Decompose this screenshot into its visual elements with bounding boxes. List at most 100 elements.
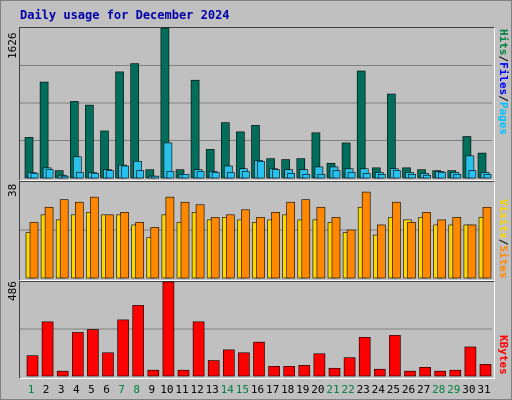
day-label: 6 — [103, 383, 110, 396]
pages-bar — [332, 170, 341, 179]
day-label: 27 — [416, 383, 431, 396]
hits-bar — [190, 79, 200, 179]
day-label: 13 — [205, 383, 219, 396]
kbytes-bar — [449, 369, 462, 377]
kbytes-bar — [328, 367, 341, 377]
kbytes-bar — [147, 369, 160, 377]
pages-bar — [257, 161, 265, 179]
day-label: 9 — [148, 383, 156, 396]
kbytes-bar — [102, 352, 114, 377]
sites-bar — [59, 199, 69, 279]
pages-bar — [377, 174, 386, 179]
pages-bar — [453, 174, 462, 179]
sites-bar — [437, 219, 447, 279]
pages-bar — [136, 170, 144, 179]
pages-bar — [121, 165, 129, 179]
kbytes-bar — [132, 305, 144, 377]
sites-bar — [150, 227, 160, 279]
kbytes-bar — [404, 370, 416, 377]
pages-bar — [91, 173, 99, 179]
sites-bar — [120, 212, 129, 279]
sites-bar — [392, 201, 401, 279]
pages-bar — [362, 173, 371, 179]
day-label: 20 — [311, 383, 325, 396]
sites-bar — [210, 217, 220, 279]
day-label: 11 — [175, 383, 189, 396]
pages-bar — [166, 171, 175, 179]
sites-bar — [256, 217, 265, 279]
sites-bar — [195, 204, 205, 279]
pages-bar — [287, 173, 296, 179]
kbytes-bar — [56, 370, 69, 377]
pages-bar — [393, 170, 401, 179]
day-label: 16 — [250, 383, 265, 396]
day-label: 23 — [356, 383, 370, 396]
day-label: 21 — [326, 383, 340, 396]
day-label: 31 — [477, 383, 491, 396]
pages-bar — [211, 172, 220, 179]
hits-bar — [387, 93, 396, 179]
sites-bar — [105, 214, 114, 279]
sites-bar — [271, 212, 280, 279]
x-axis-day-labels: 1 2 3 4 5 6 7 8 9 10 11 12 13 14 15 16 17 18 19 20 21 22 23 24 2… — [1, 383, 511, 397]
pages-bar — [181, 174, 190, 179]
day-label: 25 — [386, 383, 401, 396]
sites-bar — [452, 217, 462, 279]
day-label: 10 — [160, 383, 174, 396]
pages-bar — [151, 175, 160, 179]
day-label: 5 — [88, 383, 95, 396]
pages-bar — [30, 173, 39, 179]
sites-bar — [376, 224, 386, 279]
kbytes-bar — [26, 355, 39, 377]
kbytes-bar — [177, 369, 190, 377]
sites-bar — [286, 201, 296, 279]
day-label: 22 — [341, 383, 355, 396]
pages-bar — [438, 172, 447, 179]
kbytes-bar — [253, 341, 265, 377]
kbytes-bar — [313, 353, 326, 377]
hits-bar — [85, 104, 94, 179]
kbytes-bar — [373, 368, 386, 377]
day-label: 28 — [432, 383, 446, 396]
pages-bar — [483, 174, 492, 179]
pages-bar — [272, 169, 280, 179]
pages-bar — [468, 170, 477, 179]
kbytes-bar — [207, 360, 220, 377]
hits-bar — [130, 63, 139, 179]
sites-bar — [241, 209, 250, 279]
pages-bar — [242, 171, 250, 179]
kbytes-bar — [479, 364, 492, 377]
sites-bar — [226, 214, 235, 279]
sites-bar — [331, 217, 341, 279]
day-label: 1 — [27, 383, 35, 396]
sites-bar — [135, 222, 144, 279]
kbytes-bar — [41, 321, 54, 377]
pages-bar — [317, 174, 326, 179]
day-label: 2 — [42, 383, 50, 396]
pages-bar — [408, 174, 416, 179]
day-label: 15 — [235, 383, 250, 396]
sites-bar — [422, 212, 431, 279]
pages-bar — [302, 174, 311, 179]
sites-bar — [316, 206, 326, 279]
sites-bar — [165, 196, 175, 279]
sites-bar — [467, 224, 477, 279]
day-label: 24 — [371, 383, 385, 396]
kbytes-bar — [192, 321, 205, 377]
hits-bar — [356, 70, 366, 179]
kbytes-bar — [298, 365, 311, 377]
sites-bar — [180, 201, 190, 279]
day-label: 7 — [118, 383, 125, 396]
kbytes-bar — [389, 335, 401, 377]
kbytes-bar — [358, 337, 371, 377]
kbytes-bar — [72, 332, 84, 377]
hits-bar — [24, 137, 34, 179]
day-label: 18 — [281, 383, 295, 396]
day-label: 8 — [133, 383, 140, 396]
sites-bar — [44, 206, 54, 279]
sites-bar — [301, 199, 311, 279]
day-label: 3 — [57, 383, 65, 396]
kbytes-bar — [238, 352, 250, 377]
